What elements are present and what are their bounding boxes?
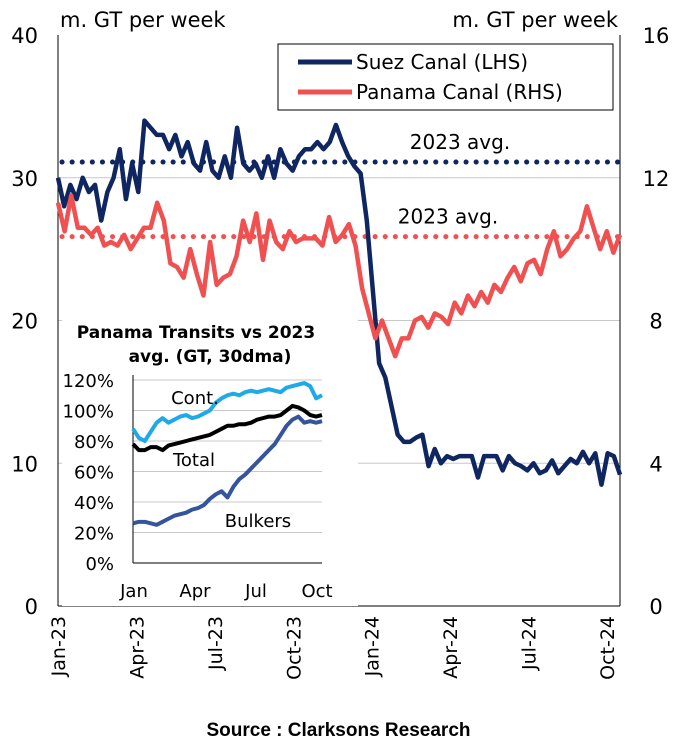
- x-tick: Jan-23: [48, 616, 70, 677]
- inset-series-line: [132, 414, 323, 527]
- x-tick: Oct-24: [597, 616, 619, 680]
- series-line: [55, 193, 623, 359]
- inset-series-label: Bulkers: [225, 511, 291, 532]
- legend: [277, 43, 614, 111]
- avg-label: 2023 avg.: [398, 205, 498, 229]
- y-right-tick: 0: [649, 595, 662, 619]
- y-right-tick: 8: [649, 310, 662, 334]
- x-tick: Oct-23: [283, 616, 305, 680]
- x-tick: Apr-23: [126, 616, 148, 679]
- inset-background: [62, 318, 358, 606]
- x-tick: Jul-24: [519, 616, 541, 671]
- source-text: Source : Clarksons Research: [206, 720, 471, 741]
- inset-y-tick: 80%: [74, 432, 114, 453]
- y-left-tick: 10: [11, 452, 38, 476]
- inset-series-label: Total: [172, 450, 215, 471]
- inset-x-tick: Oct: [301, 581, 332, 602]
- inset-title-2: avg. (GT, 30dma): [129, 347, 292, 367]
- series-line: [55, 118, 623, 487]
- y-left-tick: 0: [25, 595, 38, 619]
- y-left-tick: 40: [11, 24, 38, 48]
- inset-y-tick: 20%: [74, 524, 114, 545]
- inset-series-line: [131, 403, 323, 453]
- y-left-tick: 30: [11, 167, 38, 191]
- inset-x-tick: Jan: [119, 581, 148, 602]
- inset-y-tick: 0%: [85, 554, 114, 575]
- inset-series-label: Cont.: [171, 388, 219, 409]
- y-right-tick: 12: [643, 167, 670, 191]
- x-tick: Jan-24: [362, 616, 384, 677]
- x-tick: Jul-23: [205, 616, 227, 671]
- inset-x-tick: Jul: [244, 581, 267, 602]
- legend-label: Panama Canal (RHS): [356, 80, 563, 104]
- inset-series-line: [131, 381, 323, 443]
- inset-y-tick: 40%: [74, 493, 114, 514]
- y-right-label: m. GT per week: [452, 8, 618, 32]
- y-left-tick: 20: [11, 310, 38, 334]
- inset-x-tick: Apr: [179, 581, 211, 602]
- y-right-tick: 4: [649, 452, 662, 476]
- y-right-tick: 16: [643, 24, 670, 48]
- avg-label: 2023 avg.: [410, 130, 510, 154]
- legend-label: Suez Canal (LHS): [356, 50, 528, 74]
- inset-y-tick: 120%: [63, 371, 114, 392]
- y-left-label: m. GT per week: [60, 8, 226, 32]
- inset-y-tick: 60%: [74, 463, 114, 484]
- inset-title-1: Panama Transits vs 2023: [77, 323, 315, 343]
- x-tick: Apr-24: [440, 616, 462, 679]
- inset-y-tick: 100%: [63, 402, 114, 423]
